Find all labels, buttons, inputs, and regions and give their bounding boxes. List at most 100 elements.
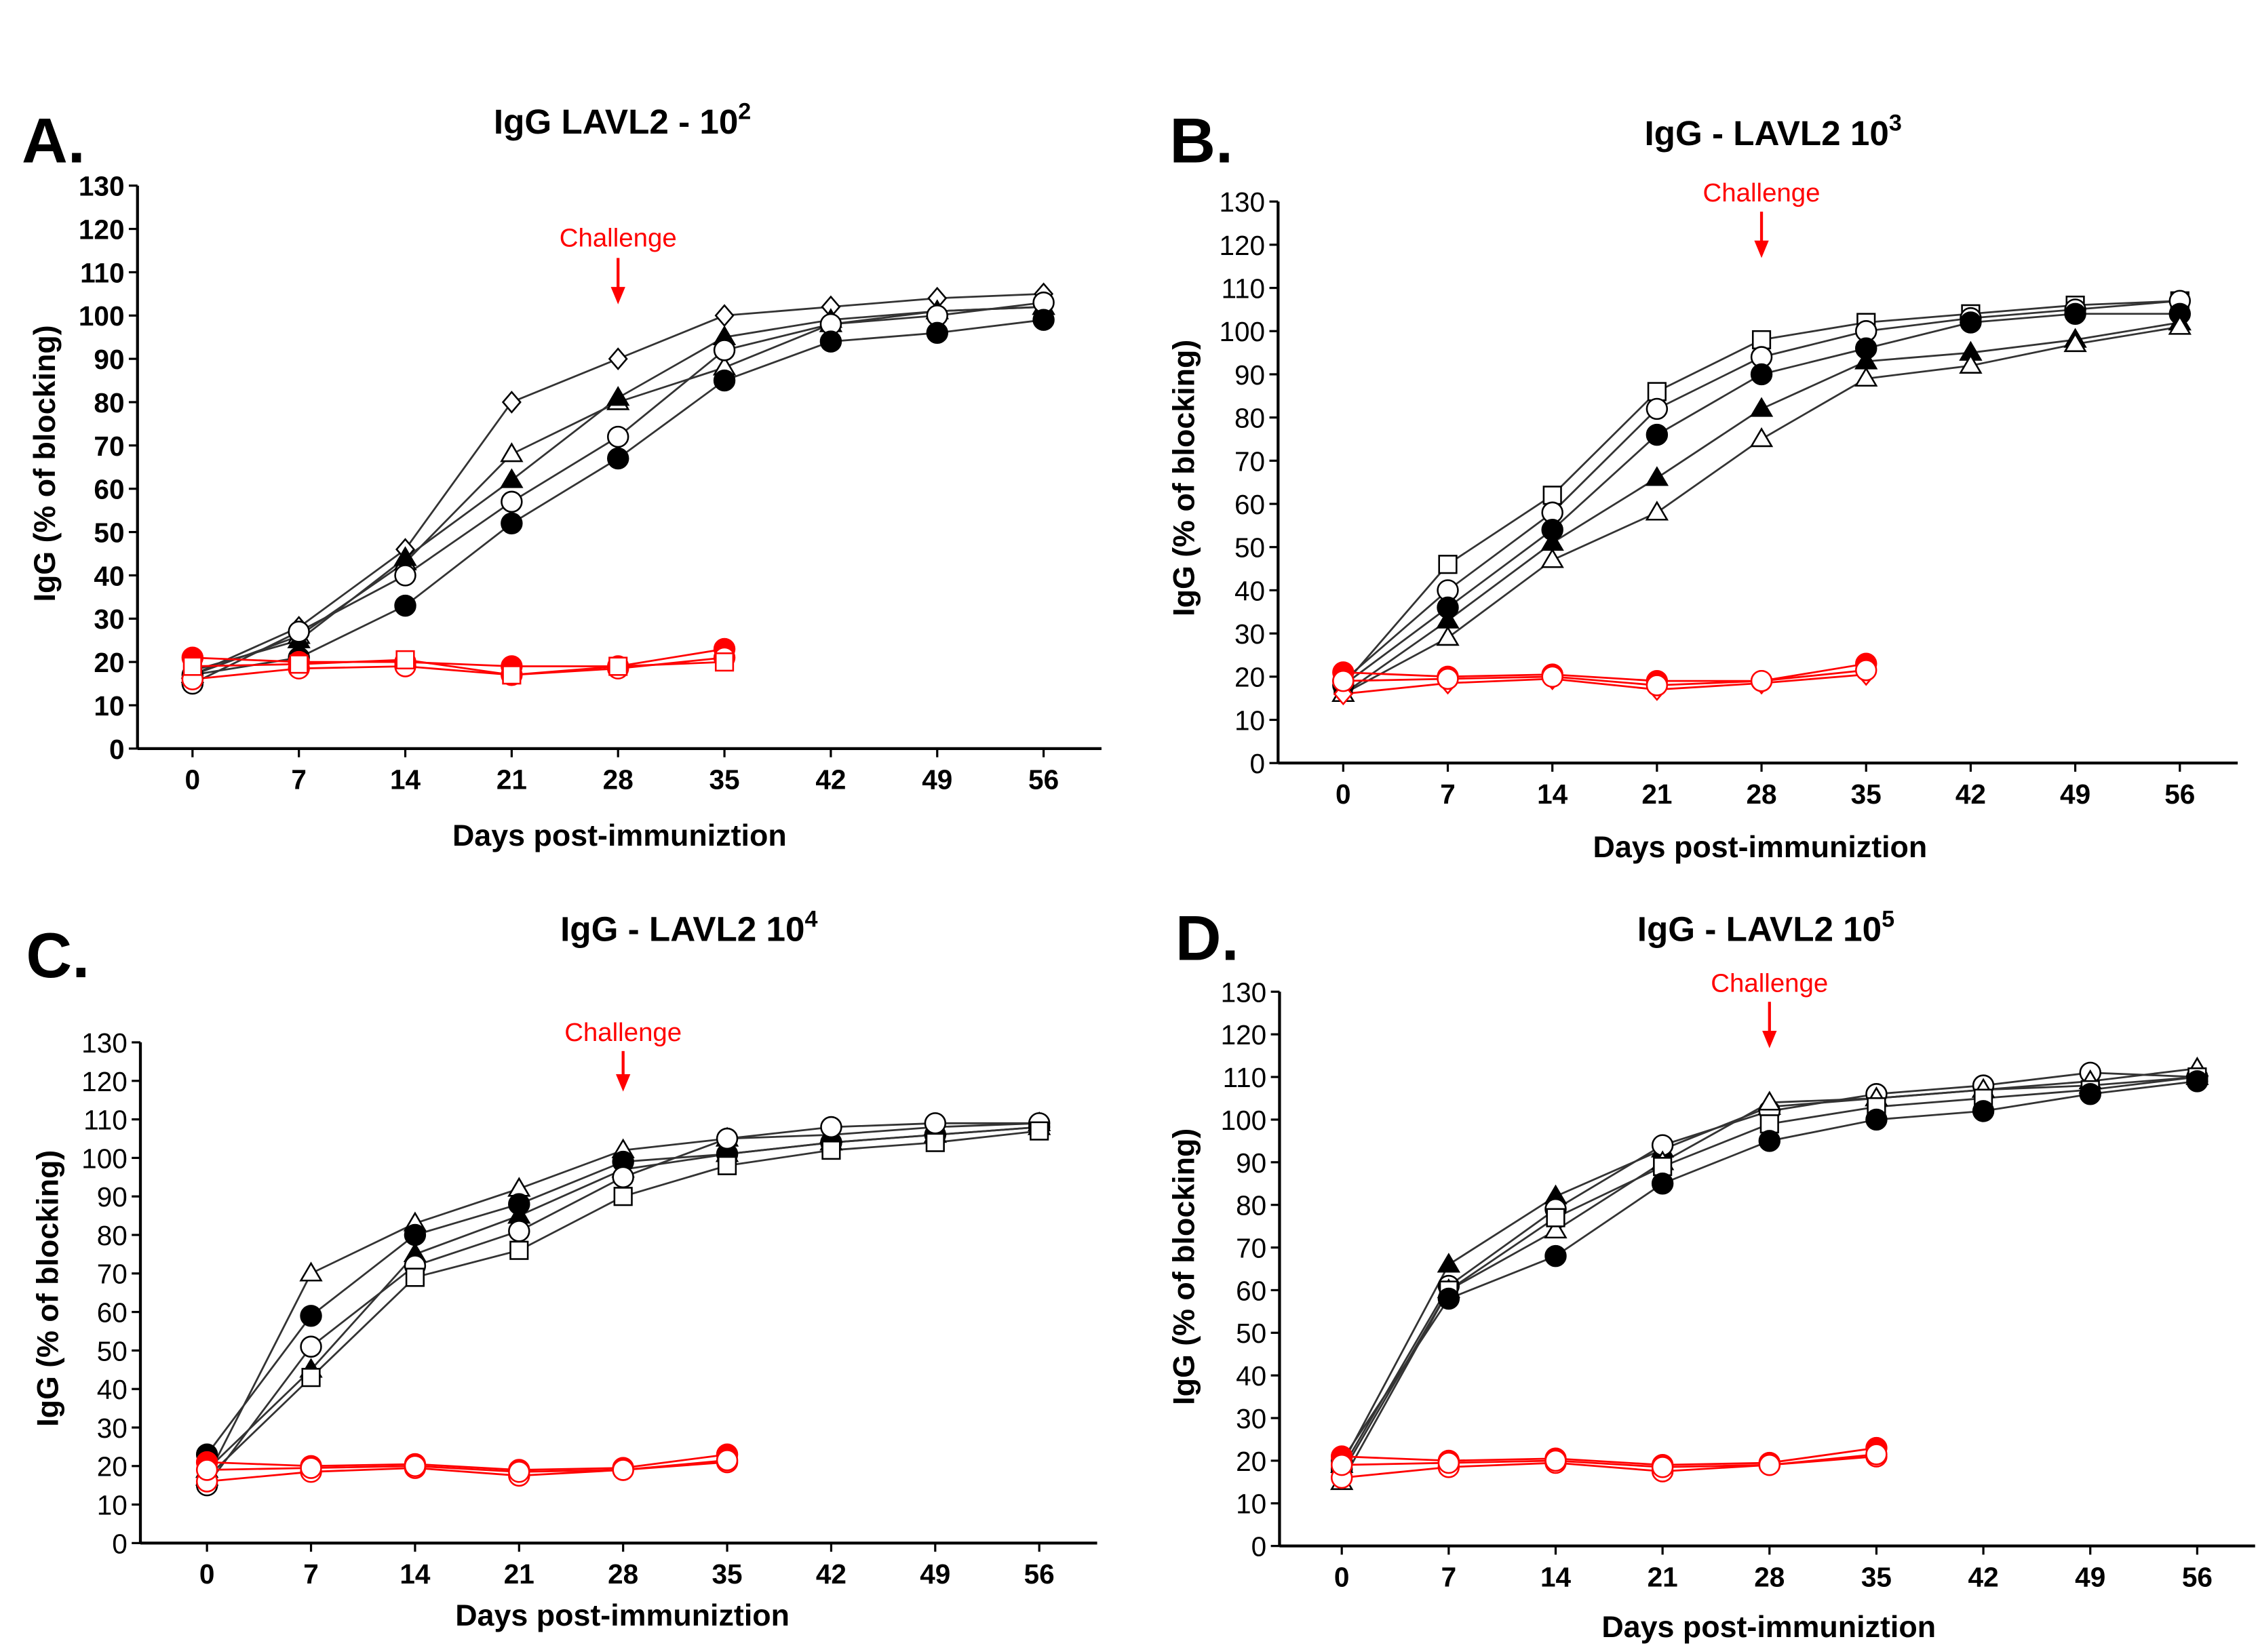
data-point-diamond <box>501 391 522 414</box>
data-point-square <box>1030 1121 1049 1141</box>
data-point-circle <box>501 490 523 513</box>
x-tick-label: 7 <box>1441 1561 1457 1592</box>
series-line <box>192 656 725 681</box>
chart-title-text: IgG LAVL2 - 10 <box>494 102 738 141</box>
panel-label: C. <box>26 920 90 991</box>
x-tick-label: 21 <box>497 764 527 795</box>
series-line <box>1343 673 1867 695</box>
data-point-square <box>509 1240 529 1260</box>
data-point-circle <box>612 1166 634 1189</box>
x-tick-label: 21 <box>504 1558 534 1590</box>
data-point-square <box>289 654 309 674</box>
y-tick-label: 10 <box>94 690 124 722</box>
data-point-circle <box>1032 309 1055 331</box>
data-point-circle <box>300 1457 322 1479</box>
x-tick-label: 49 <box>2075 1561 2105 1592</box>
x-tick-label: 56 <box>1024 1558 1055 1590</box>
y-tick-label: 50 <box>97 1335 128 1366</box>
data-point-circle <box>713 369 736 392</box>
x-tick-label: 0 <box>1336 779 1351 810</box>
data-point-circle <box>1646 674 1669 696</box>
y-tick-label: 130 <box>1219 186 1265 218</box>
challenge-arrow-icon <box>1762 1030 1777 1048</box>
x-tick-label: 35 <box>1861 1561 1892 1592</box>
data-point-circle <box>1758 1130 1781 1152</box>
data-point-circle <box>1758 1453 1781 1476</box>
y-tick-label: 90 <box>1234 359 1265 391</box>
data-point-triangle <box>2063 332 2087 353</box>
y-tick-label: 100 <box>79 300 125 332</box>
y-tick-label: 30 <box>94 604 124 635</box>
y-tick-label: 80 <box>1234 403 1265 434</box>
x-tick-label: 56 <box>1028 764 1059 795</box>
x-tick-label: 14 <box>1537 779 1568 810</box>
data-point-square <box>821 1140 841 1160</box>
series-7-markers <box>182 650 735 685</box>
data-point-triangle <box>606 386 630 406</box>
series-6 <box>192 656 725 681</box>
data-point-triangle <box>500 442 524 463</box>
data-point-circle <box>716 1449 739 1472</box>
y-tick-label: 110 <box>1221 273 1265 304</box>
series-line <box>207 1453 728 1471</box>
y-axis-label: IgG (% of blocking) <box>1167 340 1201 616</box>
series-4-markers <box>1330 1070 2208 1472</box>
data-point-circle <box>1865 1108 1888 1131</box>
chart-title: IgG - LAVL2 105 <box>1637 906 1894 948</box>
y-tick-label: 20 <box>97 1451 128 1482</box>
data-point-square <box>1542 486 1562 505</box>
y-tick-label: 20 <box>94 647 124 678</box>
data-point-circle <box>1437 1287 1460 1310</box>
x-tick-label: 49 <box>920 1558 950 1590</box>
y-tick-label: 10 <box>97 1490 128 1521</box>
y-axis-label: IgG (% of blocking) <box>31 1150 64 1427</box>
y-tick-label: 10 <box>1236 1489 1266 1520</box>
x-tick-label: 35 <box>712 1558 743 1590</box>
data-point-circle <box>300 1335 322 1358</box>
x-tick-label: 49 <box>922 764 952 795</box>
y-tick-label: 130 <box>1221 977 1267 1008</box>
y-tick-label: 0 <box>109 734 125 765</box>
y-tick-label: 80 <box>1236 1190 1266 1221</box>
data-point-circle <box>820 1116 842 1139</box>
y-tick-label: 50 <box>1236 1318 1266 1349</box>
data-point-diamond <box>714 304 735 328</box>
data-point-circle <box>1544 1244 1567 1267</box>
data-point-circle <box>2064 302 2086 326</box>
data-point-triangle <box>1757 1090 1781 1111</box>
x-tick-label: 28 <box>603 764 634 795</box>
x-axis-label: Days post-immuniztion <box>1601 1610 1936 1644</box>
x-tick-label: 35 <box>709 764 740 795</box>
y-tick-label: 110 <box>83 1105 128 1136</box>
x-tick-label: 21 <box>1648 1561 1678 1592</box>
y-tick-label: 40 <box>1234 575 1265 606</box>
series-line <box>1342 1447 1877 1466</box>
data-point-circle <box>1651 1456 1674 1478</box>
panel-label: B. <box>1169 105 1233 176</box>
data-point-triangle <box>1645 500 1669 521</box>
x-tick-label: 7 <box>1440 779 1456 810</box>
panel-a: A. IgG LAVL2 - 10201020304050607080901001… <box>22 99 1102 852</box>
series-5 <box>207 1453 728 1471</box>
y-tick-label: 100 <box>1219 316 1265 347</box>
data-point-circle <box>1437 667 1459 690</box>
data-point-circle <box>1437 1451 1460 1474</box>
x-tick-label: 0 <box>185 764 201 795</box>
data-point-circle <box>1750 363 1773 386</box>
data-point-circle <box>1646 397 1669 420</box>
series-6 <box>1343 673 1867 695</box>
data-point-triangle <box>1540 548 1564 568</box>
series-1-markers <box>1332 290 2191 692</box>
data-point-circle <box>2186 1070 2208 1093</box>
y-tick-label: 90 <box>97 1181 128 1213</box>
y-tick-label: 50 <box>94 517 124 548</box>
y-tick-label: 30 <box>1234 618 1265 650</box>
data-point-circle <box>1651 1173 1674 1195</box>
x-tick-label: 28 <box>1747 779 1777 810</box>
x-tick-label: 21 <box>1641 779 1672 810</box>
y-tick-label: 70 <box>97 1259 128 1290</box>
y-tick-label: 100 <box>81 1143 128 1174</box>
data-point-triangle <box>1436 626 1460 646</box>
chart-title-text: IgG - LAVL2 10 <box>560 910 804 949</box>
challenge-annotation: Challenge <box>1703 178 1821 208</box>
